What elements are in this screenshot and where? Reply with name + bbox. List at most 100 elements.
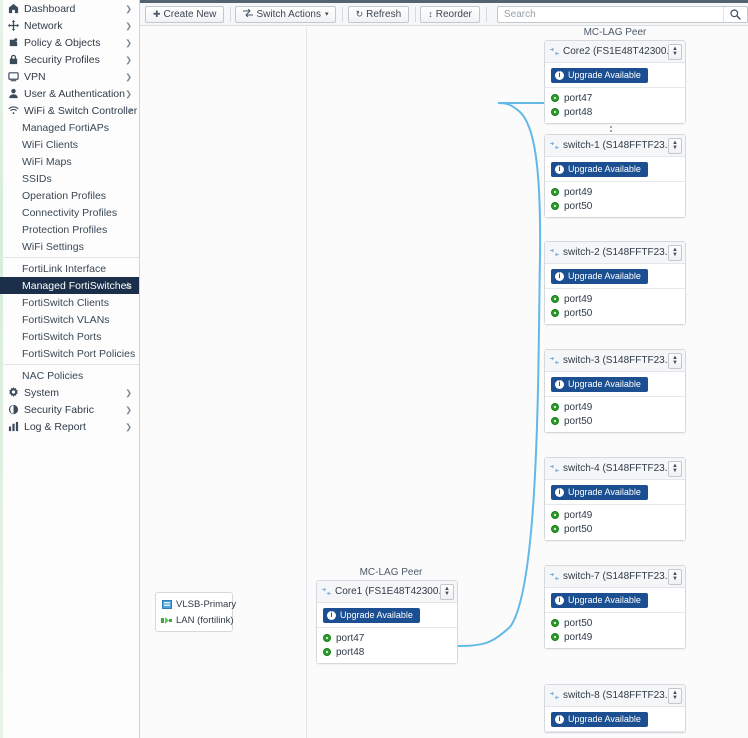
upgrade-available-badge[interactable]: i Upgrade Available	[323, 607, 420, 623]
port-status-icon	[551, 108, 559, 116]
port-row[interactable]: port48	[545, 105, 685, 119]
switch-card-switch-4[interactable]: switch-4 (S148FFTF23... ▲ ▼ i Upgrade Availa…	[544, 457, 686, 541]
sidebar-item-network[interactable]: Network ❯	[0, 17, 139, 34]
reorder-label: Reorder	[435, 8, 472, 20]
port-row[interactable]: port49	[545, 185, 685, 199]
sidebar-item-label: FortiSwitch Ports	[22, 330, 102, 343]
switch-stepper-button[interactable]: ▲ ▼	[440, 583, 454, 600]
port-row[interactable]: port50	[545, 616, 685, 630]
upgrade-available-badge[interactable]: i Upgrade Available	[551, 67, 648, 83]
port-row[interactable]: port49	[545, 292, 685, 306]
sidebar-item-wifi-clients[interactable]: WiFi Clients	[0, 136, 139, 153]
switch-ports-list: port50 port49	[545, 613, 685, 648]
sidebar-item-log-report[interactable]: Log & Report ❯	[0, 418, 139, 435]
upgrade-available-badge[interactable]: i Upgrade Available	[551, 161, 648, 177]
sidebar-item-fortiswitch-clients[interactable]: FortiSwitch Clients	[0, 294, 139, 311]
upgrade-badge-label: Upgrade Available	[568, 379, 641, 389]
port-row[interactable]: port49	[545, 508, 685, 522]
port-row[interactable]: port47	[317, 631, 457, 645]
switch-stepper-button[interactable]: ▲ ▼	[668, 568, 682, 585]
port-label: port50	[564, 617, 593, 629]
chart-icon	[6, 420, 21, 433]
fortilink-row[interactable]: LAN (fortilink)	[156, 612, 234, 628]
switch-card-switch-3[interactable]: switch-3 (S148FFTF23... ▲ ▼ i Upgrade Availa…	[544, 349, 686, 433]
refresh-button[interactable]: ↻ Refresh	[347, 5, 410, 23]
sidebar-item-operation-profiles[interactable]: Operation Profiles	[0, 187, 139, 204]
sidebar-item-system[interactable]: System ❯	[0, 384, 139, 401]
switch-card-header: switch-1 (S148FFTF23... ▲ ▼	[545, 135, 685, 157]
plus-icon: ✚	[153, 8, 161, 19]
sidebar-item-policy-objects[interactable]: Policy & Objects ❯	[0, 34, 139, 51]
switch-stepper-button[interactable]: ▲ ▼	[668, 687, 682, 704]
switch-card-switch-7[interactable]: switch-7 (S148FFTF23... ▲ ▼ i Upgrade Availa…	[544, 565, 686, 649]
switch-card-header: switch-8 (S148FFTF23... ▲ ▼	[545, 685, 685, 707]
port-row[interactable]: port47	[545, 91, 685, 105]
reorder-button[interactable]: ↕ Reorder	[420, 5, 480, 23]
sidebar-item-fortiswitch-vlans[interactable]: FortiSwitch VLANs	[0, 311, 139, 328]
port-row[interactable]: port50	[545, 414, 685, 428]
switch-card-switch-2[interactable]: switch-2 (S148FFTF23... ▲ ▼ i Upgrade Availa…	[544, 241, 686, 325]
sidebar-item-label: Dashboard	[24, 2, 76, 15]
sidebar-item-nac-policies[interactable]: NAC Policies	[0, 367, 139, 384]
sidebar-item-fortiswitch-port-policies[interactable]: FortiSwitch Port Policies	[0, 345, 139, 362]
sidebar-item-security-fabric[interactable]: Security Fabric ❯	[0, 401, 139, 418]
sidebar-item-fortilink-interface[interactable]: FortiLink Interface	[0, 260, 139, 277]
favorite-star-icon[interactable]: ☆	[123, 280, 132, 290]
switch-actions-button[interactable]: Switch Actions ▾	[235, 5, 337, 23]
fortilink-interface-box[interactable]: VLSB-Primary LAN (fortilink)	[155, 592, 236, 632]
search-box[interactable]	[497, 5, 748, 23]
port-row[interactable]: port50	[545, 199, 685, 213]
fortilink-icon	[550, 141, 559, 151]
port-status-icon	[551, 525, 559, 533]
sidebar-item-wifi-maps[interactable]: WiFi Maps	[0, 153, 139, 170]
upgrade-available-badge[interactable]: i Upgrade Available	[551, 484, 648, 500]
sidebar-item-managed-fortiswitches[interactable]: Managed FortiSwitches ☆	[0, 277, 139, 294]
sidebar-item-fortiswitch-ports[interactable]: FortiSwitch Ports	[0, 328, 139, 345]
upgrade-available-badge[interactable]: i Upgrade Available	[551, 268, 648, 284]
upgrade-available-badge[interactable]: i Upgrade Available	[551, 711, 648, 727]
upgrade-available-badge[interactable]: i Upgrade Available	[551, 376, 648, 392]
chevron-right-icon: ❯	[125, 405, 132, 414]
sidebar-item-protection-profiles[interactable]: Protection Profiles	[0, 221, 139, 238]
port-row[interactable]: port48	[317, 645, 457, 659]
switch-card-switch-1[interactable]: switch-1 (S148FFTF23... ▲ ▼ i Upgrade Availa…	[544, 134, 686, 218]
port-label: port49	[564, 293, 593, 305]
fortilink-row[interactable]: VLSB-Primary	[156, 596, 236, 612]
sidebar-item-connectivity-profiles[interactable]: Connectivity Profiles	[0, 204, 139, 221]
search-input[interactable]	[498, 6, 723, 22]
sidebar-item-label: NAC Policies	[22, 369, 84, 382]
nav-list: Dashboard ❯ Network ❯ Policy & Objects ❯ Secur…	[0, 0, 139, 435]
switch-card-core2[interactable]: Core2 (FS1E48T42300... ▲ ▼ i Upgrade Availab…	[544, 40, 686, 124]
port-row[interactable]: port50	[545, 306, 685, 320]
sidebar-item-managed-fortiaps[interactable]: Managed FortiAPs	[0, 119, 139, 136]
fortilink-icon	[550, 464, 559, 474]
upgrade-badge-row: i Upgrade Available	[545, 264, 685, 289]
switch-stepper-button[interactable]: ▲ ▼	[668, 43, 682, 60]
port-row[interactable]: port49	[545, 630, 685, 644]
search-button[interactable]	[723, 6, 747, 22]
sidebar-item-vpn[interactable]: VPN ❯	[0, 68, 139, 85]
info-icon: i	[327, 610, 336, 620]
fortilink-row-label: VLSB-Primary	[176, 598, 237, 610]
sidebar-item-user-authentication[interactable]: User & Authentication ❯	[0, 85, 139, 102]
upgrade-badge-label: Upgrade Available	[568, 714, 641, 724]
sidebar-item-wifi-settings[interactable]: WiFi Settings	[0, 238, 139, 255]
sidebar-item-security-profiles[interactable]: Security Profiles ❯	[0, 51, 139, 68]
switch-card-switch-8[interactable]: switch-8 (S148FFTF23... ▲ ▼ i Upgrade Availa…	[544, 684, 686, 733]
topology-canvas[interactable]: MC-LAG Peer Core2 (FS1E48T42300... ▲ ▼ i Upg…	[140, 27, 748, 738]
port-label: port49	[564, 631, 593, 643]
switch-name-label: switch-1 (S148FFTF23...	[563, 140, 668, 151]
sidebar-item-wifi-switch-controller[interactable]: WiFi & Switch Controller ▾	[0, 102, 139, 119]
switch-card-core1[interactable]: Core1 (FS1E48T42300... ▲ ▼ i Upgrade Availab…	[316, 580, 458, 664]
sidebar-item-ssids[interactable]: SSIDs	[0, 170, 139, 187]
upgrade-available-badge[interactable]: i Upgrade Available	[551, 592, 648, 608]
create-new-button[interactable]: ✚ Create New	[145, 5, 225, 23]
switch-stepper-button[interactable]: ▲ ▼	[668, 137, 682, 154]
chevron-down-icon: ▼	[672, 694, 678, 701]
switch-stepper-button[interactable]: ▲ ▼	[668, 352, 682, 369]
sidebar-item-dashboard[interactable]: Dashboard ❯	[0, 0, 139, 17]
switch-stepper-button[interactable]: ▲ ▼	[668, 244, 682, 261]
switch-stepper-button[interactable]: ▲ ▼	[668, 460, 682, 477]
port-row[interactable]: port49	[545, 400, 685, 414]
port-row[interactable]: port50	[545, 522, 685, 536]
